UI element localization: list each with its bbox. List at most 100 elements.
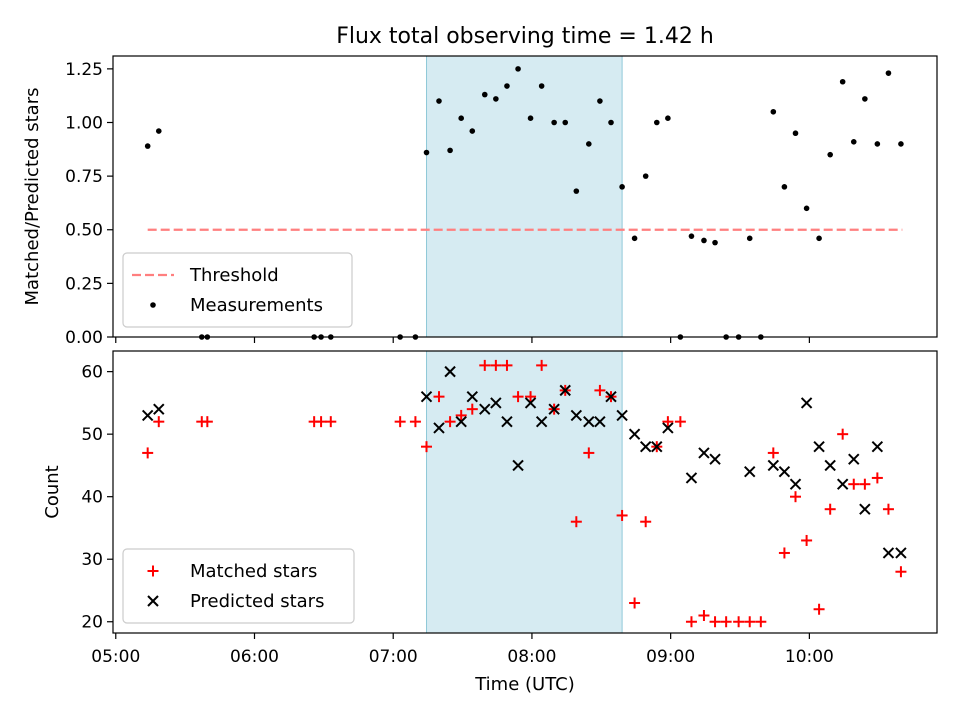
- matched-star-point: [848, 478, 860, 490]
- measurement-point: [586, 141, 592, 147]
- matched-star-point: [501, 359, 513, 371]
- matched-star-point: [479, 359, 491, 371]
- predicted-star-point: [800, 397, 813, 409]
- measurement-point: [665, 115, 671, 122]
- y-tick-label: 0.50: [65, 221, 103, 241]
- measurement-point: [631, 235, 638, 242]
- predicted-star-point: [455, 415, 467, 428]
- measurement-point: [469, 128, 476, 134]
- matched-star-point: [325, 416, 337, 428]
- top-y-axis-label: Matched/Predicted stars: [22, 88, 43, 306]
- measurement-point: [827, 151, 833, 158]
- predicted-star-point: [685, 472, 698, 484]
- measurement-point: [781, 184, 788, 190]
- predicted-star-point: [479, 403, 491, 415]
- top-legend: Threshold Measurements: [122, 252, 353, 328]
- measurement-point: [538, 83, 545, 89]
- measurement-point: [493, 96, 499, 102]
- y-tick-label: 50: [81, 425, 103, 445]
- predicted-star-point: [594, 415, 606, 428]
- predicted-star-point: [789, 478, 802, 490]
- legend-label: Predicted stars: [190, 591, 324, 612]
- predicted-star-point: [570, 409, 583, 422]
- matched-star-point: [824, 503, 836, 515]
- predicted-star-point: [662, 422, 674, 434]
- measurement-point: [770, 108, 777, 115]
- legend-box: [122, 252, 353, 328]
- measurement-point: [447, 147, 453, 154]
- chart-title: Flux total observing time = 1.42 h: [336, 24, 714, 49]
- predicted-star-point: [698, 447, 710, 459]
- measurement-point: [816, 235, 822, 242]
- predicted-star-point: [524, 397, 537, 409]
- predicted-star-point: [605, 390, 617, 403]
- matched-star-point: [662, 416, 674, 428]
- matched-star-point: [142, 447, 154, 459]
- measurement-point: [608, 119, 614, 126]
- matched-star-point: [674, 416, 686, 428]
- matched-star-point: [490, 359, 502, 371]
- x-tick-label: 06:00: [230, 647, 279, 667]
- matched-star-point: [859, 478, 871, 490]
- matched-star-point: [315, 416, 327, 428]
- predicted-star-point: [420, 390, 433, 403]
- measurement-point: [746, 235, 753, 242]
- matched-star-point: [525, 391, 537, 403]
- predicted-star-point: [767, 459, 780, 472]
- predicted-star-point: [709, 453, 721, 465]
- x-tick-label: 09:00: [646, 647, 695, 667]
- predicted-star-point: [559, 384, 571, 397]
- measurement-point: [515, 66, 521, 72]
- matched-star-point: [778, 547, 790, 559]
- predicted-star-point: [501, 415, 513, 428]
- predicted-star-point: [616, 409, 628, 422]
- bottom-panel: 20 30 40 50 60 Count Matched stars Predicted …: [42, 350, 938, 639]
- y-tick-label: 30: [81, 550, 103, 570]
- measurement-point: [458, 115, 464, 122]
- matched-star-point: [153, 416, 165, 428]
- matched-star-point: [720, 616, 732, 628]
- x-tick-label: 07:00: [369, 647, 418, 667]
- measurement-point: [597, 98, 603, 104]
- measurement-point: [436, 98, 442, 104]
- matched-star-point: [733, 616, 745, 628]
- x-tick-label: 08:00: [507, 647, 556, 667]
- predicted-star-point: [141, 409, 154, 422]
- matched-star-point: [394, 416, 406, 428]
- y-tick-label: 0.25: [65, 274, 103, 294]
- predicted-star-point: [836, 478, 849, 490]
- measurement-point: [712, 239, 718, 246]
- x-tick-label: 05:00: [91, 647, 140, 667]
- measurement-point: [619, 184, 625, 190]
- matched-star-point: [444, 416, 456, 428]
- top-panel-frame: [112, 55, 938, 338]
- predicted-star-point: [882, 547, 895, 559]
- legend-label: Measurements: [190, 295, 323, 316]
- matched-star-point: [594, 384, 606, 396]
- y-tick-label: 1.00: [65, 113, 103, 133]
- measurement-point: [481, 91, 488, 98]
- measurement-point: [155, 128, 162, 134]
- matched-star-point: [409, 416, 421, 428]
- bottom-y-axis-label: Count: [42, 465, 63, 518]
- matched-star-point: [583, 447, 595, 459]
- measurement-point: [839, 78, 846, 85]
- predicted-star-point: [433, 422, 445, 434]
- matched-star-point: [837, 428, 849, 440]
- predicted-star-point: [824, 459, 836, 472]
- matched-star-point: [616, 509, 628, 521]
- predicted-star-point: [153, 403, 165, 415]
- matched-star-point: [455, 409, 467, 421]
- measurement-point: [562, 119, 569, 126]
- matched-star-point: [685, 616, 697, 628]
- measurement-point: [688, 233, 695, 239]
- y-tick-label: 0.75: [65, 167, 103, 187]
- measurement-point: [701, 237, 707, 244]
- predicted-star-point: [848, 453, 860, 465]
- matched-star-point: [698, 609, 710, 621]
- matched-star-point: [640, 516, 652, 528]
- matched-star-point: [882, 503, 894, 515]
- matched-star-point: [895, 566, 907, 578]
- top-highlight-span: [426, 55, 623, 338]
- y-tick-label: 40: [81, 488, 103, 508]
